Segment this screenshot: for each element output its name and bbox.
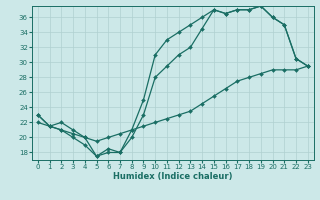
X-axis label: Humidex (Indice chaleur): Humidex (Indice chaleur): [113, 172, 233, 181]
